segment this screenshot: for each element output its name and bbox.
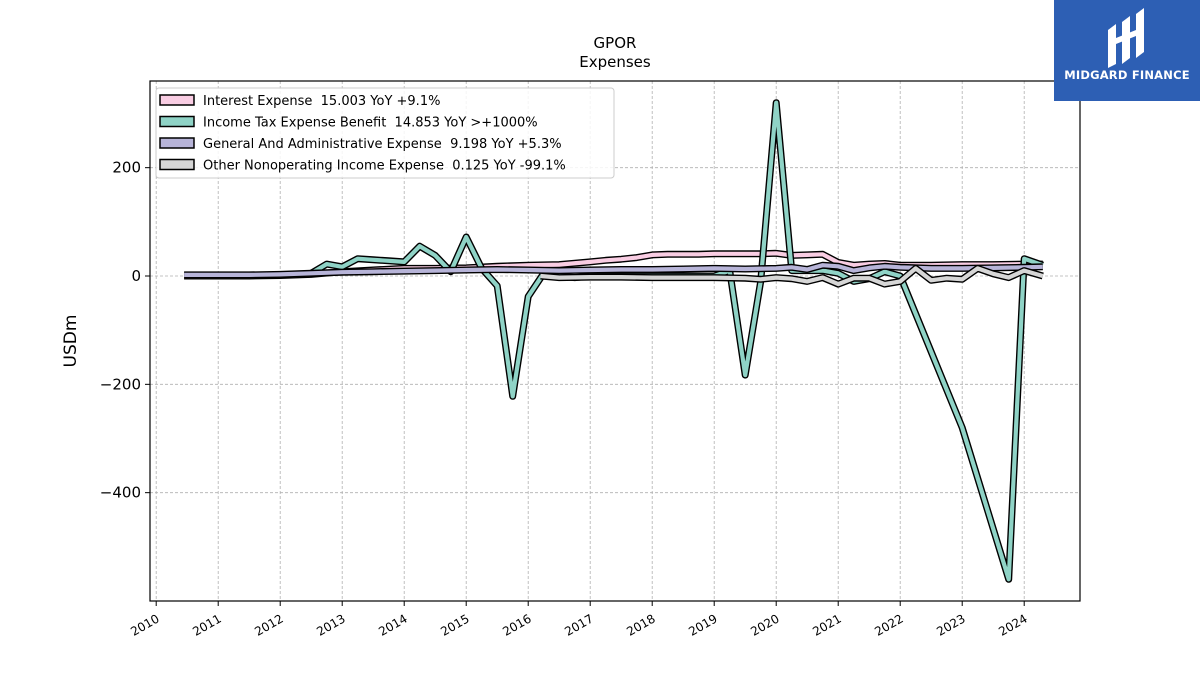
x-tick-label: 2022: [872, 611, 905, 638]
midgard-logo-icon: [1108, 8, 1144, 68]
x-tick-label: 2018: [624, 611, 657, 638]
series-line: [540, 266, 1044, 287]
series-line: [184, 263, 1043, 277]
legend: Interest Expense 15.003 YoY +9.1% Income …: [155, 87, 615, 179]
series-3: [184, 261, 1043, 279]
y-tick-label: −200: [100, 375, 141, 393]
y-tick-label: −400: [100, 484, 141, 502]
legend-label: Income Tax Expense Benefit 14.853 YoY >+…: [203, 116, 538, 131]
legend-swatch: [159, 137, 195, 149]
x-tick-label: 2021: [810, 611, 843, 638]
y-axis-label: USDm: [61, 315, 81, 368]
chart-subtitle: Expenses: [579, 53, 651, 71]
x-tick-label: 2012: [252, 611, 285, 638]
x-tick-label: 2010: [128, 611, 161, 638]
x-tick-label: 2023: [934, 611, 967, 638]
x-tick-label: 2017: [562, 611, 595, 638]
legend-swatch: [159, 115, 195, 128]
x-tick-label: 2014: [376, 611, 409, 638]
x-tick-label: 2016: [500, 611, 533, 638]
midgard-finance-logo: MIDGARD FINANCE: [1054, 0, 1200, 101]
x-tick-label: 2020: [748, 611, 781, 638]
logo-text: MIDGARD FINANCE: [1064, 68, 1190, 82]
x-tick-label: 2015: [438, 611, 471, 638]
legend-swatch: [159, 94, 195, 106]
series-4: [540, 264, 1044, 288]
y-tick-label: 0: [131, 267, 141, 285]
x-tick-label: 2024: [996, 611, 1029, 638]
legend-label: Interest Expense 15.003 YoY +9.1%: [203, 94, 440, 109]
legend-label: General And Administrative Expense 9.198…: [203, 137, 562, 152]
x-tick-label: 2011: [190, 611, 223, 638]
chart-title: GPOR: [594, 34, 637, 52]
legend-box: [155, 87, 615, 179]
plot-frame: [149, 80, 1081, 602]
x-tick-label: 2019: [686, 611, 719, 638]
legend-swatch: [159, 158, 195, 171]
y-tick-label: 200: [112, 159, 141, 177]
x-tick-label: 2013: [314, 611, 347, 638]
legend-label: Other Nonoperating Income Expense 0.125 …: [203, 159, 566, 174]
